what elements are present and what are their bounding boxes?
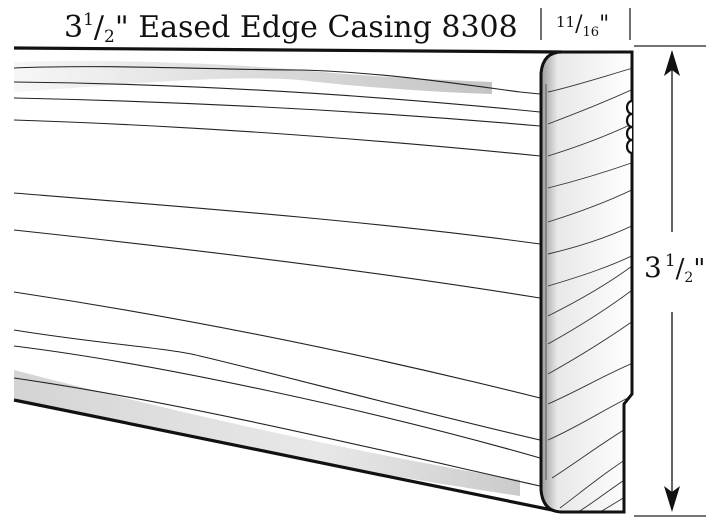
diagram-title: 31/2" Eased Edge Casing 8308	[64, 10, 518, 47]
board-face	[13, 46, 563, 514]
height-dimension: 3 1/2"	[634, 45, 706, 517]
end-profile	[539, 50, 634, 514]
height-label: 3 1/2"	[644, 251, 705, 286]
thickness-label: 11/16"	[556, 12, 609, 40]
arrow-up-icon	[664, 50, 680, 76]
arrow-down-icon	[664, 486, 680, 512]
thickness-dimension: 11/16"	[540, 8, 631, 40]
